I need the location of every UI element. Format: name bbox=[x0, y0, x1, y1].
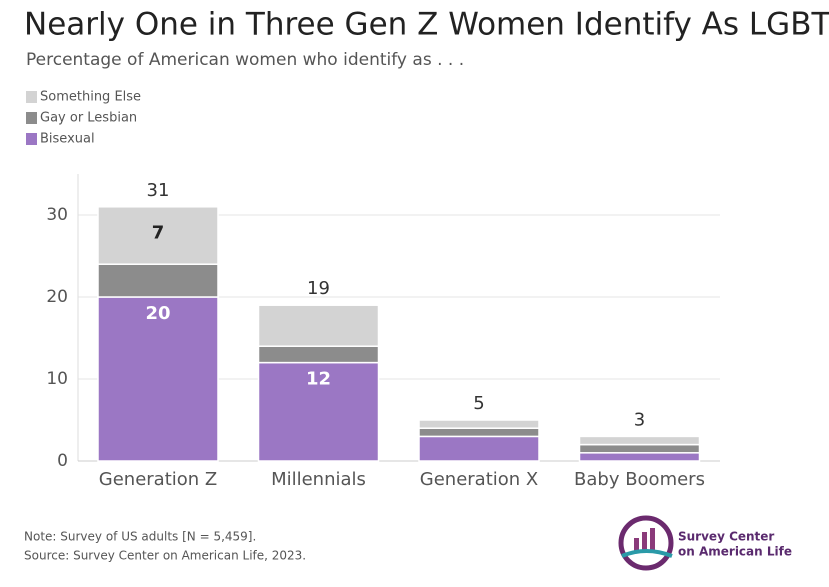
y-tick-label: 30 bbox=[46, 205, 68, 225]
legend-swatch bbox=[26, 112, 37, 124]
total-label: 5 bbox=[473, 393, 484, 414]
bar-segment bbox=[578, 452, 701, 462]
segment-label: 7 bbox=[152, 223, 165, 244]
segment-label: 20 bbox=[145, 303, 170, 324]
legend-label: Gay or Lesbian bbox=[40, 111, 137, 126]
bar-segment bbox=[257, 361, 380, 462]
x-tick-label: Generation X bbox=[420, 469, 538, 490]
legend-label: Something Else bbox=[40, 90, 141, 105]
chart-title: Nearly One in Three Gen Z Women Identify… bbox=[24, 7, 829, 43]
logo: Survey Center on American Life bbox=[618, 515, 792, 571]
x-tick-label: Generation Z bbox=[99, 469, 217, 490]
bar-segment bbox=[97, 263, 219, 298]
bar-segment bbox=[578, 435, 701, 446]
bar-segment bbox=[257, 345, 380, 364]
source: Source: Survey Center on American Life, … bbox=[24, 549, 306, 563]
y-tick-label: 20 bbox=[46, 287, 68, 307]
bar-segment bbox=[257, 304, 380, 347]
bar-segment bbox=[418, 427, 540, 438]
logo-ring bbox=[618, 515, 674, 571]
x-tick-label: Millennials bbox=[271, 469, 366, 490]
logo-wave bbox=[621, 549, 673, 558]
legend-swatch bbox=[26, 133, 37, 145]
chart-subtitle: Percentage of American women who identif… bbox=[26, 50, 464, 70]
logo-bar bbox=[642, 532, 647, 552]
total-label: 3 bbox=[634, 409, 645, 430]
logo-text: Survey Center bbox=[678, 530, 774, 544]
logo-bar bbox=[650, 528, 655, 552]
bar-segment bbox=[97, 296, 219, 462]
bar-segment bbox=[418, 419, 540, 429]
legend-swatch bbox=[26, 91, 37, 103]
y-tick-label: 10 bbox=[46, 369, 68, 389]
legend-label: Bisexual bbox=[40, 132, 95, 147]
total-label: 19 bbox=[307, 278, 330, 299]
logo-text: on American Life bbox=[678, 545, 792, 559]
x-tick-label: Baby Boomers bbox=[574, 469, 705, 490]
bar-segment bbox=[418, 435, 540, 462]
bar-segment bbox=[578, 443, 701, 454]
logo-bar bbox=[634, 538, 639, 552]
note: Note: Survey of US adults [N = 5,459]. bbox=[24, 530, 256, 544]
bar-segment bbox=[97, 206, 219, 265]
total-label: 31 bbox=[147, 180, 170, 201]
y-tick-label: 0 bbox=[57, 451, 68, 471]
segment-label: 12 bbox=[306, 369, 331, 390]
